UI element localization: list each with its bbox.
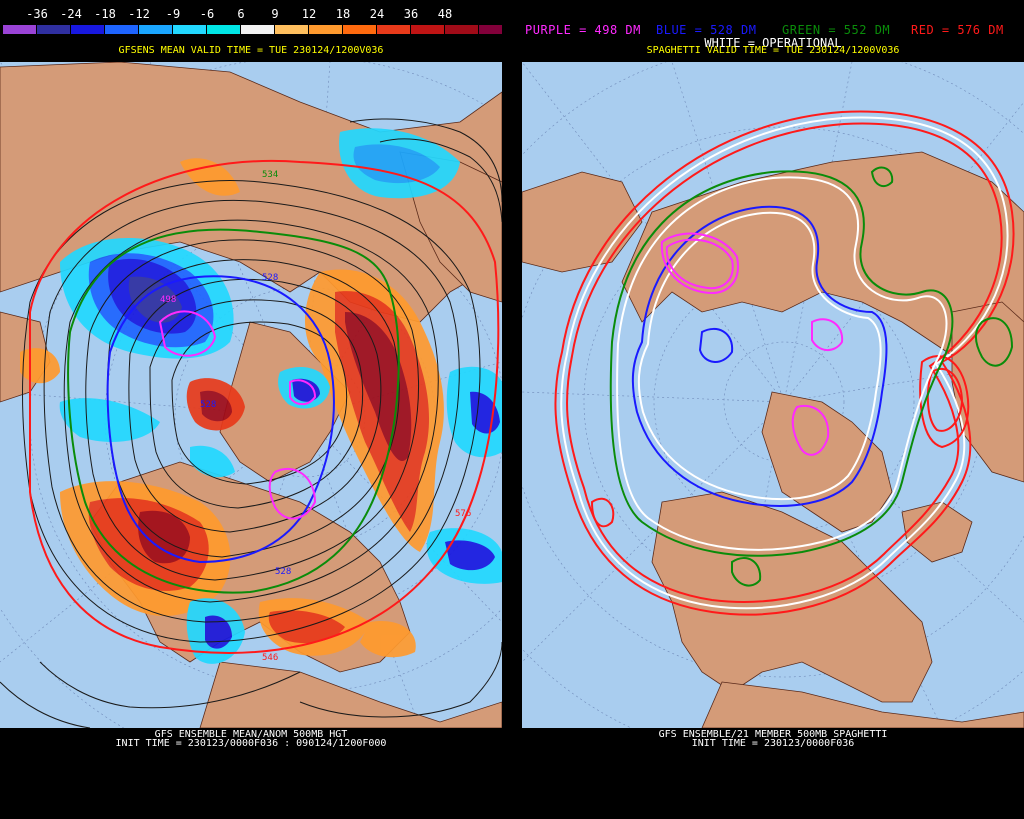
colorbar-labels: -36 -24 -18 -12 -9 -6 6 9 12 18 24 36 48 — [0, 8, 512, 22]
left-colored-contours — [29, 160, 500, 654]
right-footer-init: INIT TIME = 230123/0000F036 — [691, 738, 855, 749]
left-footer-init: INIT TIME = 230123/0000F036 : 090124/120… — [115, 738, 387, 749]
right-valid-time: SPAGHETTI VALID TIME = TUE 230124/1200V0… — [646, 45, 900, 56]
colorbar-label: -36 — [26, 7, 48, 21]
right-land — [522, 151, 1024, 728]
colorbar-cell — [241, 25, 275, 34]
colorbar-label: -9 — [165, 7, 181, 21]
legend-red: RED = 576 DM — [911, 23, 1004, 37]
colorbar-cell — [411, 25, 445, 34]
svg-text:498: 498 — [160, 295, 176, 305]
colorbar-label: 24 — [369, 7, 385, 21]
svg-text:534: 534 — [262, 170, 278, 180]
right-footer-title: GFS ENSEMBLE/21 MEMBER 500MB SPAGHETTI — [658, 729, 888, 740]
colorbar-cell — [275, 25, 309, 34]
colorbar-label: -18 — [94, 7, 116, 21]
colorbar-cell — [445, 25, 479, 34]
colorbar-cell — [173, 25, 207, 34]
spaghetti-green — [609, 166, 1014, 587]
right-map-svg — [522, 62, 1024, 728]
colorbar-cell — [139, 25, 173, 34]
colorbar-label: 9 — [271, 7, 279, 21]
colorbar-cell — [3, 25, 37, 34]
spaghetti-legend: PURPLE = 498 DM BLUE = 528 DM GREEN = 55… — [522, 24, 1024, 36]
legend-white: WHITE = OPERATIONAL — [704, 36, 842, 50]
legend-green: GREEN = 552 DM — [782, 23, 891, 37]
colorbar-label: 36 — [403, 7, 419, 21]
panel-divider — [502, 0, 522, 819]
colorbar-label: 18 — [335, 7, 351, 21]
colorbar-label: -24 — [60, 7, 82, 21]
spaghetti-map — [522, 62, 1024, 728]
spaghetti-red — [554, 110, 1015, 616]
svg-text:528: 528 — [200, 400, 216, 410]
colorbar-label: 48 — [437, 7, 453, 21]
ensemble-mean-map: 534 528 498 528 528 576 546 — [0, 62, 502, 728]
colorbar-label: -6 — [199, 7, 215, 21]
left-footer-title: GFS ENSEMBLE MEAN/ANOM 500MB HGT — [154, 729, 348, 740]
colorbar-cell — [309, 25, 343, 34]
colorbar-label: 6 — [237, 7, 245, 21]
colorbar-cell — [377, 25, 411, 34]
colorbar-cell — [207, 25, 241, 34]
svg-text:576: 576 — [455, 509, 471, 519]
anomaly-colorbar — [3, 25, 513, 34]
colorbar-cell — [71, 25, 105, 34]
colorbar-label: 12 — [301, 7, 317, 21]
colorbar-cell — [105, 25, 139, 34]
svg-text:528: 528 — [275, 567, 291, 577]
left-valid-time: GFSENS MEAN VALID TIME = TUE 230124/1200… — [118, 45, 384, 56]
colorbar-cell — [343, 25, 377, 34]
left-contour-labels: 534 528 498 528 528 576 546 — [160, 170, 471, 663]
spaghetti-purple — [660, 232, 844, 456]
spaghetti-blue — [631, 205, 888, 507]
legend-blue: BLUE = 528 DM — [656, 23, 757, 37]
svg-text:546: 546 — [262, 653, 278, 663]
colorbar-cell — [37, 25, 71, 34]
legend-purple: PURPLE = 498 DM — [525, 23, 641, 37]
svg-text:528: 528 — [262, 273, 278, 283]
colorbar-label: -12 — [128, 7, 150, 21]
left-map-svg: 534 528 498 528 528 576 546 — [0, 62, 502, 728]
